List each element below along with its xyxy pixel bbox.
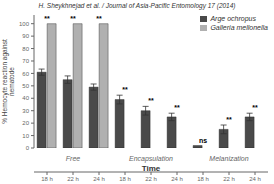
svg-text:40: 40 [22,95,29,101]
svg-text:ns: ns [199,137,207,144]
svg-text:90: 90 [22,33,29,39]
svg-text:Encapsulation: Encapsulation [129,155,173,163]
svg-text:80: 80 [22,46,29,52]
svg-text:18 h: 18 h [197,176,209,182]
svg-text:22 h: 22 h [67,176,79,182]
svg-text:18 h: 18 h [41,176,53,182]
html-text:Arge ochropus: Arge ochropus [210,15,256,22]
html-text:Galleria mellonella: Galleria mellonella [210,24,268,31]
html-text:H. Sheykhnejad et al. / Journa: H. Sheykhnejad et al. / Journal of Asia-… [38,2,236,9]
svg-text:18 h: 18 h [119,176,131,182]
svg-text:% Hemocyte reaction againstnem: % Hemocyte reaction againstnematode [8,39,15,124]
svg-text:22 h: 22 h [145,176,157,182]
svg-text:60: 60 [22,71,29,77]
svg-text:**: ** [96,15,102,22]
svg-text:**: ** [174,104,180,111]
svg-text:100: 100 [19,21,30,27]
svg-text:**: ** [122,86,128,93]
svg-text:Time: Time [142,164,161,173]
svg-text:24 h: 24 h [93,176,105,182]
svg-text:10: 10 [22,133,29,139]
svg-text:Melanization: Melanization [209,155,248,162]
svg-text:24 h: 24 h [171,176,183,182]
svg-text:**: ** [70,15,76,22]
svg-text:**: ** [44,15,50,22]
svg-text:**: ** [148,97,154,104]
svg-text:20: 20 [22,120,29,126]
svg-text:70: 70 [22,58,29,64]
svg-text:**: ** [226,116,232,123]
svg-text:50: 50 [22,83,29,89]
svg-text:**: ** [252,104,258,111]
svg-text:30: 30 [22,108,29,114]
svg-text:0: 0 [26,145,30,151]
svg-text:22 h: 22 h [223,176,235,182]
svg-text:Free: Free [66,155,81,162]
svg-text:24 h: 24 h [249,176,261,182]
